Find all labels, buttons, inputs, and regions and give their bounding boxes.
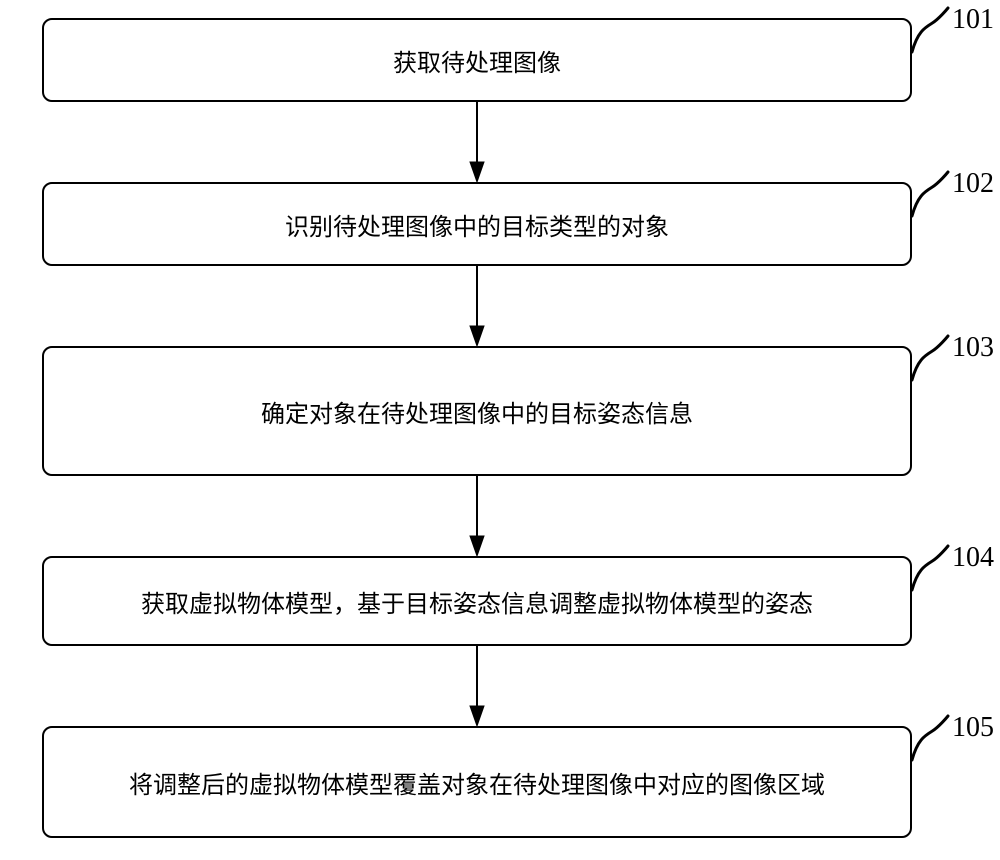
flowchart-step-n5: 将调整后的虚拟物体模型覆盖对象在待处理图像中对应的图像区域 <box>42 726 912 838</box>
flowchart-step-n2: 识别待处理图像中的目标类型的对象 <box>42 182 912 266</box>
step-text: 获取待处理图像 <box>393 43 561 78</box>
step-label-104: 104 <box>952 542 994 574</box>
step-label-105: 105 <box>952 712 994 744</box>
step-text: 识别待处理图像中的目标类型的对象 <box>285 207 669 242</box>
step-text: 将调整后的虚拟物体模型覆盖对象在待处理图像中对应的图像区域 <box>129 765 825 800</box>
step-label-103: 103 <box>952 332 994 364</box>
flowchart-step-n3: 确定对象在待处理图像中的目标姿态信息 <box>42 346 912 476</box>
step-label-101: 101 <box>952 4 994 36</box>
flowchart-canvas: 获取待处理图像 101 识别待处理图像中的目标类型的对象 102 确定对象在待处理图像中… <box>0 0 1000 860</box>
flowchart-step-n4: 获取虚拟物体模型，基于目标姿态信息调整虚拟物体模型的姿态 <box>42 556 912 646</box>
step-text: 确定对象在待处理图像中的目标姿态信息 <box>261 394 693 429</box>
step-label-102: 102 <box>952 168 994 200</box>
step-text: 获取虚拟物体模型，基于目标姿态信息调整虚拟物体模型的姿态 <box>141 584 813 619</box>
flowchart-step-n1: 获取待处理图像 <box>42 18 912 102</box>
